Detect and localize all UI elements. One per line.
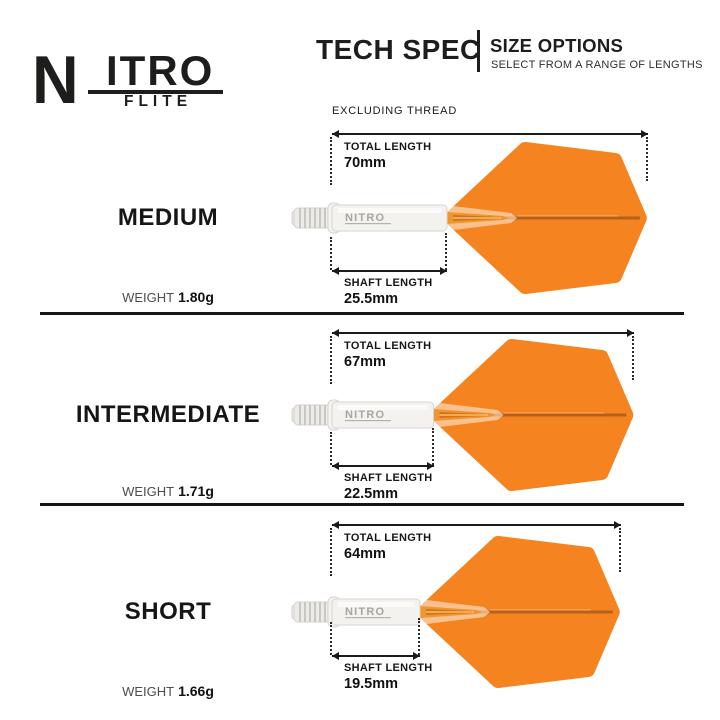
- total-length-measure: TOTAL LENGTH 67mm: [344, 340, 431, 370]
- shaft-length-measure: SHAFT LENGTH 22.5mm: [344, 472, 433, 502]
- shaft-highlight: [337, 405, 429, 410]
- logo-big-n: N: [32, 42, 79, 118]
- total-length-label: TOTAL LENGTH: [344, 141, 432, 153]
- section-title: SIZE OPTIONS: [490, 35, 624, 56]
- total-dotted-right: [645, 137, 648, 181]
- shaft-dotted-right: [417, 618, 420, 655]
- shaft-dotted-left: [330, 432, 332, 465]
- shaft-length-measure: SHAFT LENGTH 25.5mm: [344, 277, 433, 307]
- size-row-medium: EXCLUDING THREAD TOTAL LENGTH 70mm NITRO…: [0, 105, 720, 313]
- total-length-measure: TOTAL LENGTH 70mm: [344, 141, 431, 171]
- weight-label: WEIGHT: [122, 684, 175, 699]
- size-name: MEDIUM: [117, 204, 219, 231]
- shaft-length-measure: SHAFT LENGTH 19.5mm: [344, 662, 433, 692]
- flight-seam-highlight: [517, 215, 618, 217]
- flight-stem-core-line: [425, 611, 474, 613]
- shaft-highlight: [337, 602, 415, 607]
- total-length-label: TOTAL LENGTH: [344, 340, 432, 352]
- logo-flite: FLITE: [124, 92, 193, 110]
- total-length-label: TOTAL LENGTH: [344, 532, 432, 544]
- nitro-flite-logo: N ITRO FLITE: [30, 20, 260, 114]
- flight-seam: [487, 216, 640, 220]
- size-row-intermediate: TOTAL LENGTH 67mm NITRO SHAFT LENGTH 22.…: [0, 318, 720, 526]
- weight-value: 1.80g: [178, 289, 214, 305]
- total-length-value: 70mm: [344, 155, 386, 171]
- shaft-brand-text: NITRO: [345, 606, 385, 618]
- dart-graphic: NITRO: [291, 142, 647, 294]
- total-dotted-right: [632, 336, 635, 380]
- shaft-length-label: SHAFT LENGTH: [344, 277, 433, 289]
- total-length-arrow: [332, 130, 648, 138]
- total-dotted-left: [330, 336, 332, 384]
- size-name: SHORT: [124, 598, 212, 625]
- shaft-brand-text: NITRO: [345, 409, 385, 421]
- size-name: INTERMEDIATE: [75, 401, 261, 428]
- weight-line: WEIGHT 1.80g: [40, 289, 296, 305]
- total-length-arrow: [332, 329, 635, 337]
- shaft-length-arrow: [332, 267, 448, 275]
- shaft-dotted-left: [330, 237, 332, 270]
- shaft-length-label: SHAFT LENGTH: [344, 662, 433, 674]
- shaft-brand-underline: [345, 223, 391, 225]
- shaft-brand-text: NITRO: [345, 212, 385, 224]
- total-dotted-right: [618, 528, 621, 572]
- row-divider-2: [40, 503, 684, 506]
- shaft-highlight: [337, 208, 443, 213]
- dart-graphic: NITRO: [291, 339, 634, 491]
- size-row-short: TOTAL LENGTH 64mm NITRO SHAFT LENGTH 19.…: [0, 510, 720, 718]
- weight-value: 1.66g: [178, 683, 214, 699]
- logo-itro: ITRO: [106, 47, 215, 94]
- shaft-brand-underline: [345, 420, 391, 422]
- section-subtitle: SELECT FROM A RANGE OF LENGTHS: [491, 59, 703, 71]
- total-length-arrow: [332, 521, 621, 529]
- weight-line: WEIGHT 1.71g: [40, 483, 296, 499]
- weight-line: WEIGHT 1.66g: [40, 683, 296, 699]
- flight-stem-core-line: [453, 217, 502, 219]
- shaft-length-value: 19.5mm: [344, 676, 399, 692]
- shaft-length-arrow: [332, 462, 434, 470]
- shaft-dotted-left: [330, 622, 332, 655]
- shaft-length-arrow: [332, 652, 420, 660]
- flight-seam-highlight: [489, 609, 591, 611]
- excluding-thread-note: EXCLUDING THREAD: [332, 105, 458, 117]
- flight-stem-core-line: [439, 414, 488, 416]
- title-divider: [477, 30, 480, 72]
- page-title: TECH SPEC: [316, 34, 481, 65]
- total-length-measure: TOTAL LENGTH 64mm: [344, 532, 431, 562]
- total-dotted-left: [330, 137, 332, 185]
- row-divider-1: [40, 312, 684, 315]
- dart-graphic: NITRO: [291, 536, 620, 688]
- total-length-value: 64mm: [344, 546, 386, 562]
- logo-rule: [88, 90, 223, 94]
- weight-value: 1.71g: [178, 483, 214, 499]
- shaft-dotted-right: [445, 233, 448, 270]
- weight-label: WEIGHT: [122, 484, 175, 499]
- weight-label: WEIGHT: [122, 290, 175, 305]
- shaft-length-value: 25.5mm: [344, 291, 399, 307]
- shaft-dotted-right: [431, 428, 434, 465]
- shaft-brand-underline: [345, 617, 391, 619]
- total-length-value: 67mm: [344, 354, 386, 370]
- flight-seam-highlight: [503, 412, 605, 414]
- flight-seam: [459, 610, 613, 614]
- total-dotted-left: [330, 528, 332, 576]
- shaft-length-label: SHAFT LENGTH: [344, 472, 433, 484]
- flight-seam: [473, 413, 627, 417]
- shaft-length-value: 22.5mm: [344, 486, 399, 502]
